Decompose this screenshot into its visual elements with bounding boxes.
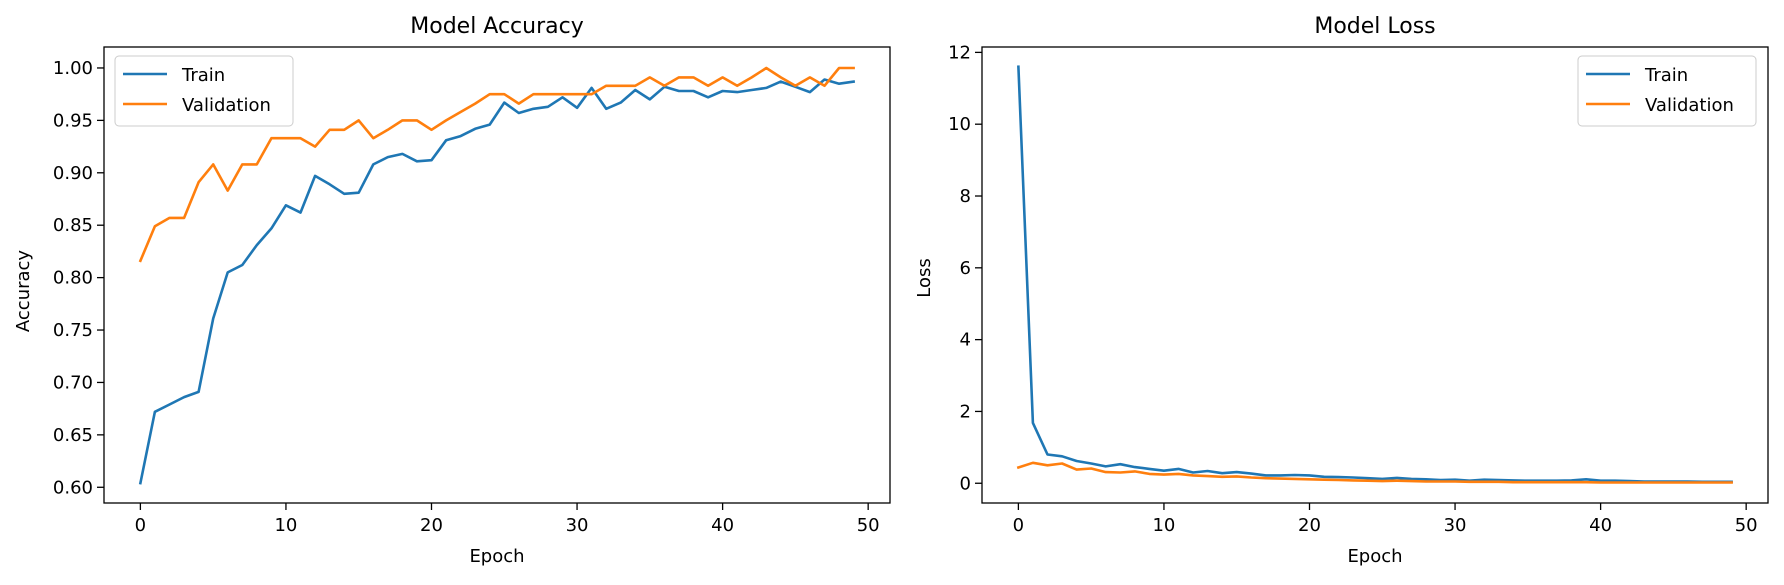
accuracy-validation-line: [138, 66, 855, 263]
accuracy-ytick-label: 0.65: [53, 425, 93, 446]
accuracy-xtick-label: 10: [274, 515, 297, 536]
accuracy-title: Model Accuracy: [410, 14, 584, 39]
accuracy-xlabel: Epoch: [469, 546, 524, 567]
loss-ytick-label: 4: [960, 330, 971, 351]
accuracy-ytick-label: 1.00: [53, 58, 93, 79]
accuracy-xtick-label: 40: [711, 515, 734, 536]
accuracy-axes-frame: [103, 46, 891, 504]
loss-ytick-label: 6: [960, 258, 971, 279]
accuracy-lines: [138, 66, 856, 485]
loss-ytick-label: 12: [948, 42, 971, 63]
accuracy-legend: Train Validation: [114, 55, 294, 127]
loss-xtick-label: 50: [1735, 515, 1758, 536]
loss-xtick-label: 20: [1298, 515, 1321, 536]
accuracy-ticks: 0 10 20 30 40 50 0.60 0.65 0.70 0.75 0.80 0.85 0.90 0…: [53, 58, 880, 536]
accuracy-panel: Model Accuracy Epoch Accuracy 0 10 20 30 40 5…: [13, 14, 891, 567]
accuracy-xtick-label: 30: [566, 515, 589, 536]
accuracy-ytick-label: 0.95: [53, 110, 93, 131]
loss-ticks: 0 10 20 30 40 50 0 2 4 6 8 10 12: [948, 42, 1758, 536]
loss-ytick-label: 8: [960, 186, 971, 207]
loss-title: Model Loss: [1314, 14, 1435, 39]
loss-xlabel: Epoch: [1347, 546, 1402, 567]
accuracy-ytick-label: 0.75: [53, 320, 93, 341]
accuracy-ylabel: Accuracy: [13, 250, 34, 333]
loss-ytick-label: 0: [960, 473, 971, 494]
loss-validation-line: [1016, 461, 1733, 484]
loss-axes-frame: [981, 46, 1769, 504]
accuracy-ytick-label: 0.90: [53, 163, 93, 184]
loss-xtick-label: 0: [1013, 515, 1024, 536]
loss-legend-train-label: Train: [1644, 65, 1688, 86]
accuracy-legend-validation-label: Validation: [182, 95, 271, 116]
accuracy-ytick-label: 0.60: [53, 477, 93, 498]
accuracy-ytick-label: 0.70: [53, 372, 93, 393]
loss-xtick-label: 30: [1444, 515, 1467, 536]
loss-legend: Train Validation: [1577, 55, 1757, 127]
loss-ytick-label: 10: [948, 114, 971, 135]
loss-panel: Model Loss Epoch Loss 0 10 20 30 40 50 0 2 4 6 8 10…: [914, 14, 1769, 567]
accuracy-xtick-label: 20: [420, 515, 443, 536]
loss-legend-validation-label: Validation: [1645, 95, 1734, 116]
accuracy-ytick-label: 0.80: [53, 268, 93, 289]
accuracy-ytick-label: 0.85: [53, 215, 93, 236]
accuracy-train-line: [138, 78, 856, 485]
accuracy-legend-train-label: Train: [181, 65, 225, 86]
loss-xtick-label: 40: [1589, 515, 1612, 536]
accuracy-xtick-label: 0: [135, 515, 146, 536]
loss-train-line: [1017, 65, 1733, 484]
loss-ytick-label: 2: [960, 401, 971, 422]
accuracy-xtick-label: 50: [857, 515, 880, 536]
loss-xtick-label: 10: [1152, 515, 1175, 536]
loss-lines: [1016, 65, 1733, 484]
loss-ylabel: Loss: [914, 258, 935, 297]
